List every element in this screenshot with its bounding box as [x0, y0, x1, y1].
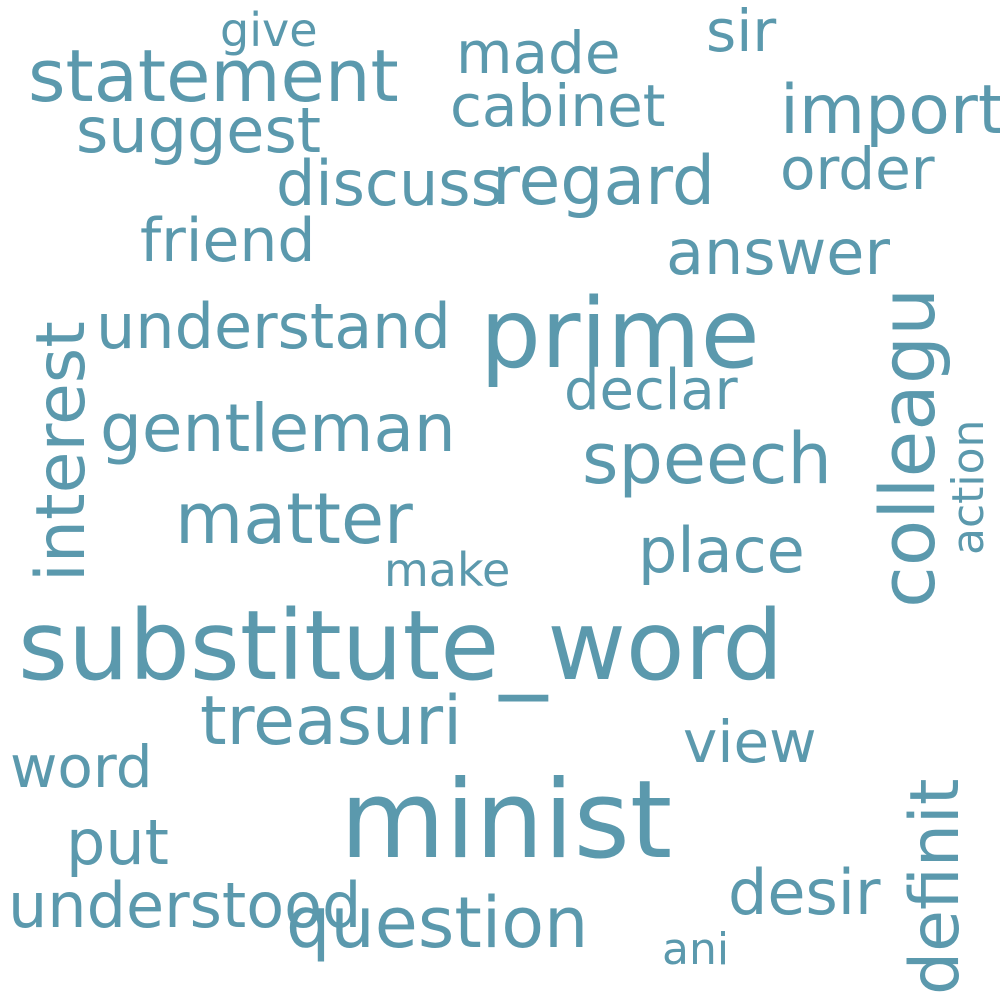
word-definit: make: [384, 543, 511, 597]
word-substitute-word: substitute_word: [18, 590, 784, 702]
word-treasuri: understand: [96, 290, 451, 363]
word-regard: regard: [492, 142, 716, 221]
word-understood: interest: [22, 321, 101, 582]
word-discuss: treasuri: [200, 682, 463, 761]
word-make: view: [683, 708, 817, 776]
word-action: give: [220, 3, 318, 57]
word-cabinet: answer: [666, 216, 890, 289]
word-sir: import: [780, 71, 1000, 150]
word-view: place: [638, 514, 805, 587]
word-give: word: [10, 733, 153, 801]
word-colleagu: ani: [662, 924, 730, 975]
word-understand: friend: [140, 206, 316, 276]
word-answer: definit: [896, 778, 975, 995]
word-declar: sir: [706, 0, 777, 65]
word-prime: prime: [480, 278, 760, 390]
word-made: discuss: [276, 147, 503, 220]
word-suggest: cabinet: [450, 72, 666, 140]
word-question: question: [286, 882, 589, 964]
word-desir: declar: [564, 358, 738, 423]
word-word: put: [66, 806, 169, 879]
word-friend: colleagu: [863, 287, 952, 608]
word-minist: minist: [340, 758, 673, 883]
word-place: order: [780, 135, 935, 203]
word-order: made: [456, 19, 621, 87]
word-speech: speech: [582, 418, 832, 500]
word-interest: action: [943, 419, 994, 555]
word-gentleman: gentleman: [100, 390, 456, 467]
word-statement: statement: [28, 34, 399, 118]
word-put: suggest: [76, 94, 322, 167]
word-import: understood: [8, 869, 362, 942]
word-matter: matter: [175, 478, 413, 560]
word-ani: desir: [728, 856, 881, 929]
